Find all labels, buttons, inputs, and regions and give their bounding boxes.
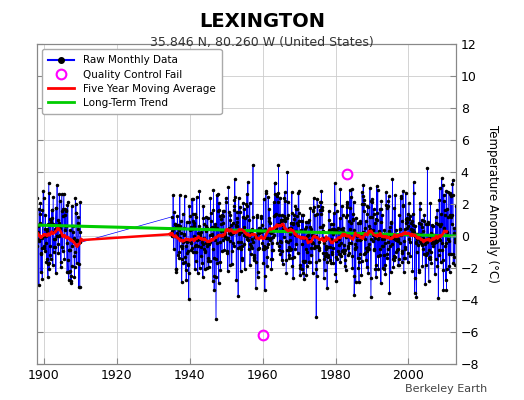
- Y-axis label: Temperature Anomaly (°C): Temperature Anomaly (°C): [486, 125, 499, 283]
- Text: Berkeley Earth: Berkeley Earth: [405, 384, 487, 394]
- Text: LEXINGTON: LEXINGTON: [199, 12, 325, 31]
- Legend: Raw Monthly Data, Quality Control Fail, Five Year Moving Average, Long-Term Tren: Raw Monthly Data, Quality Control Fail, …: [42, 49, 222, 114]
- Text: 35.846 N, 80.260 W (United States): 35.846 N, 80.260 W (United States): [150, 36, 374, 49]
